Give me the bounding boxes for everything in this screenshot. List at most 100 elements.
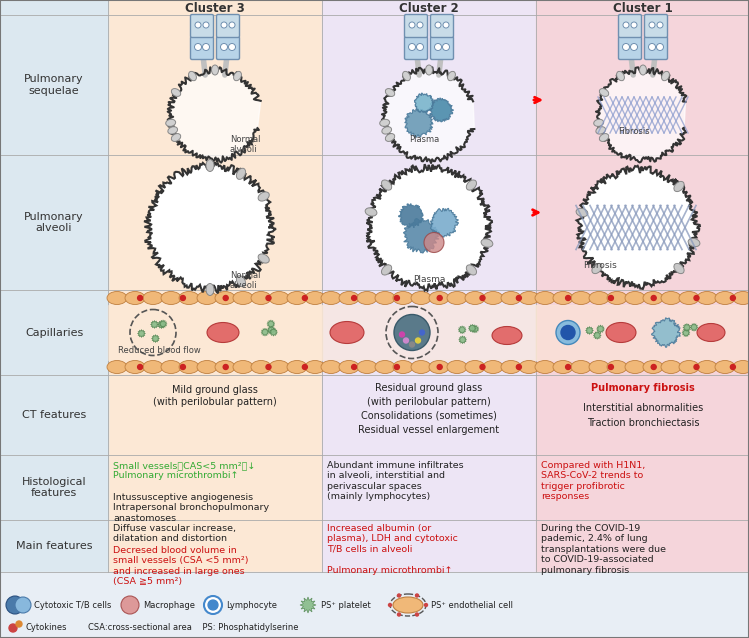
Ellipse shape — [535, 360, 555, 373]
Ellipse shape — [197, 292, 217, 304]
Circle shape — [195, 22, 201, 28]
Bar — [108, 0, 322, 572]
Ellipse shape — [237, 276, 246, 286]
Circle shape — [138, 295, 142, 300]
Polygon shape — [267, 326, 276, 334]
Text: Decresed blood volume in
small vessels (CSA <5 mm²)
and increased in large ones
: Decresed blood volume in small vessels (… — [113, 546, 249, 586]
Ellipse shape — [425, 65, 432, 75]
Bar — [0, 0, 108, 572]
Polygon shape — [414, 93, 434, 113]
Ellipse shape — [483, 360, 503, 373]
Polygon shape — [429, 98, 454, 122]
Ellipse shape — [339, 360, 359, 373]
Circle shape — [351, 295, 357, 300]
Ellipse shape — [625, 360, 645, 373]
Circle shape — [202, 43, 210, 50]
Circle shape — [204, 596, 222, 614]
Circle shape — [16, 621, 22, 627]
Ellipse shape — [661, 71, 670, 80]
Ellipse shape — [287, 360, 307, 373]
Ellipse shape — [715, 360, 735, 373]
Ellipse shape — [357, 360, 377, 373]
Circle shape — [181, 364, 186, 369]
Ellipse shape — [733, 292, 749, 304]
Ellipse shape — [393, 360, 413, 373]
Circle shape — [416, 338, 420, 343]
Circle shape — [651, 295, 656, 300]
Text: Plasma: Plasma — [413, 276, 445, 285]
Ellipse shape — [596, 127, 605, 134]
Ellipse shape — [211, 65, 219, 75]
Polygon shape — [430, 208, 458, 237]
Text: Cluster 3: Cluster 3 — [185, 1, 245, 15]
Ellipse shape — [215, 292, 235, 304]
Circle shape — [229, 22, 235, 28]
Ellipse shape — [321, 360, 341, 373]
Circle shape — [694, 364, 699, 369]
Ellipse shape — [599, 89, 609, 96]
Ellipse shape — [143, 360, 163, 373]
FancyBboxPatch shape — [644, 15, 667, 38]
Text: Main features: Main features — [16, 541, 92, 551]
Circle shape — [437, 295, 442, 300]
Text: Abundant immune infiltrates
in alveoli, interstitial and
perivascular spaces
(ma: Abundant immune infiltrates in alveoli, … — [327, 461, 464, 501]
Circle shape — [303, 295, 307, 300]
Ellipse shape — [625, 292, 645, 304]
Ellipse shape — [589, 292, 609, 304]
Polygon shape — [458, 336, 467, 344]
Polygon shape — [596, 325, 604, 333]
Circle shape — [6, 596, 24, 614]
Circle shape — [561, 325, 575, 339]
Ellipse shape — [483, 292, 503, 304]
Circle shape — [266, 364, 271, 369]
Text: Fibrosis: Fibrosis — [618, 127, 649, 136]
Ellipse shape — [393, 597, 423, 613]
Circle shape — [208, 600, 218, 610]
Ellipse shape — [674, 181, 684, 191]
Circle shape — [394, 315, 430, 350]
Circle shape — [181, 295, 186, 300]
FancyBboxPatch shape — [190, 15, 213, 38]
Ellipse shape — [172, 89, 181, 96]
Circle shape — [516, 364, 521, 369]
Circle shape — [730, 295, 736, 300]
Bar — [108, 305, 322, 360]
Ellipse shape — [382, 127, 392, 134]
Ellipse shape — [571, 360, 591, 373]
Ellipse shape — [237, 168, 246, 179]
Ellipse shape — [594, 119, 604, 126]
Polygon shape — [593, 331, 601, 339]
Circle shape — [409, 22, 415, 28]
Circle shape — [138, 364, 142, 369]
Circle shape — [15, 597, 31, 613]
Ellipse shape — [447, 360, 467, 373]
FancyBboxPatch shape — [190, 36, 213, 59]
Ellipse shape — [375, 292, 395, 304]
Ellipse shape — [189, 71, 196, 80]
FancyBboxPatch shape — [644, 36, 667, 59]
Circle shape — [416, 43, 423, 50]
Bar — [0, 572, 749, 638]
Text: Cytotoxic T/B cells: Cytotoxic T/B cells — [34, 600, 112, 609]
Ellipse shape — [251, 360, 271, 373]
Ellipse shape — [179, 360, 199, 373]
Ellipse shape — [197, 360, 217, 373]
Circle shape — [443, 43, 449, 50]
Text: During the COVID-19
pademic, 2.4% of lung
transplantations were due
to COVID-19-: During the COVID-19 pademic, 2.4% of lun… — [541, 524, 666, 575]
Circle shape — [443, 22, 449, 28]
Circle shape — [398, 594, 401, 597]
Bar — [536, 305, 749, 360]
Ellipse shape — [429, 360, 449, 373]
Text: Cluster 2: Cluster 2 — [399, 1, 459, 15]
Ellipse shape — [411, 292, 431, 304]
Polygon shape — [468, 324, 476, 332]
Ellipse shape — [143, 292, 163, 304]
Polygon shape — [138, 329, 145, 338]
Ellipse shape — [535, 292, 555, 304]
Text: Fibrosis: Fibrosis — [583, 260, 616, 269]
Ellipse shape — [640, 65, 646, 75]
Ellipse shape — [234, 71, 241, 80]
Ellipse shape — [606, 322, 636, 343]
Text: Small vessels（CAS<5 mm²）↓
Pulmonary microthrombi↑: Small vessels（CAS<5 mm²）↓ Pulmonary micr… — [113, 461, 255, 480]
Circle shape — [649, 43, 655, 50]
